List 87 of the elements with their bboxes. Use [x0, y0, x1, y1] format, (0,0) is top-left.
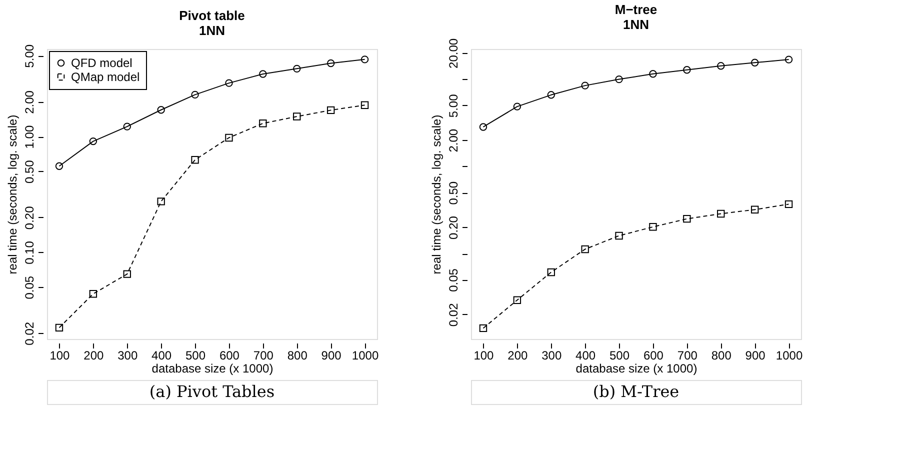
point: [225, 79, 233, 87]
chart-title: Pivot table: [179, 8, 245, 23]
point: [55, 324, 64, 332]
text: (a) Pivot Tables: [149, 382, 275, 401]
point: [225, 134, 233, 142]
point: [89, 137, 98, 146]
point: [360, 56, 369, 64]
legend-label: QMap model: [71, 70, 140, 84]
point: [259, 70, 267, 78]
point: [479, 123, 488, 131]
y-tick-label: 0.20: [22, 206, 36, 230]
y-tick-label: 2.00: [22, 90, 36, 114]
chart-subtitle: 1NN: [622, 16, 650, 32]
y-tick-label: 5.00: [446, 94, 460, 118]
x-tick-label: 400: [152, 348, 172, 362]
y-tick-label: 0.05: [446, 268, 460, 292]
x-tick-label: 700: [253, 348, 274, 362]
x-tick-label: 300: [118, 348, 138, 362]
x-tick-label: 300: [542, 348, 562, 362]
y-tick-label: 0.50: [22, 160, 36, 184]
y-tick-label: 0.02: [22, 322, 36, 346]
point: [157, 106, 165, 114]
x-tick-label: 900: [321, 348, 342, 362]
chart-title: M−tree: [614, 2, 658, 17]
point: [293, 112, 301, 120]
point: [750, 58, 759, 66]
x-tick-label: 600: [219, 348, 240, 362]
x-tick-label: 100: [474, 348, 494, 362]
point: [581, 82, 589, 90]
y-tick-label: 0.50: [446, 181, 460, 205]
point: [750, 206, 759, 214]
x-tick-label: 100: [50, 348, 70, 362]
x-tick-label: 500: [610, 348, 630, 362]
point: [360, 101, 369, 109]
chart-subtitle: 1NN: [198, 22, 226, 38]
y-tick-label: 20.00: [446, 38, 460, 68]
point: [326, 106, 335, 114]
point: [717, 210, 725, 218]
point: [513, 296, 522, 304]
text: (b) M-Tree: [592, 382, 680, 401]
point: [683, 214, 691, 223]
point: [581, 245, 589, 254]
point: [784, 200, 793, 208]
point: [615, 232, 623, 240]
point: [615, 75, 623, 84]
x-tick-label: 600: [643, 348, 664, 362]
point: [326, 59, 335, 68]
point: [547, 91, 555, 99]
point: [683, 66, 691, 74]
y-axis-title: real time (seconds, log. scale): [6, 114, 20, 274]
point: [784, 56, 793, 64]
point: [479, 324, 488, 332]
y-tick-label: 5.00: [22, 44, 36, 68]
point: [89, 290, 98, 298]
y-tick-label: 0.20: [446, 216, 460, 240]
x-axis-title: database size (x 1000): [576, 362, 698, 376]
y-tick-label: 0.05: [22, 276, 36, 300]
x-axis-title: database size (x 1000): [152, 362, 274, 376]
point: [513, 102, 522, 110]
x-tick-label: 1000: [776, 348, 803, 362]
x-tick-label: 800: [711, 348, 732, 362]
x-tick-label: 900: [745, 348, 766, 362]
point: [123, 122, 131, 130]
point: [55, 162, 64, 170]
point: [191, 156, 199, 164]
point: [191, 90, 199, 99]
point: [649, 223, 657, 231]
point: [123, 270, 131, 278]
y-tick-label: 1.00: [22, 125, 36, 149]
point: [547, 268, 555, 276]
y-axis-title: real time (seconds, log. scale): [430, 114, 444, 274]
point: [259, 120, 267, 128]
y-tick-label: 0.02: [446, 302, 460, 327]
point: [649, 70, 657, 78]
x-tick-label: 700: [677, 348, 698, 362]
x-tick-label: 1000: [352, 348, 379, 362]
x-tick-label: 200: [84, 348, 104, 362]
x-tick-label: 200: [508, 348, 528, 362]
legend-label: QFD model: [71, 56, 132, 70]
x-tick-label: 800: [287, 348, 308, 362]
point: [157, 198, 165, 206]
point: [717, 62, 725, 70]
y-tick-label: 0.10: [22, 240, 36, 264]
point: [293, 64, 301, 73]
y-tick-label: 2.00: [446, 128, 460, 152]
x-tick-label: 400: [576, 348, 596, 362]
x-tick-label: 500: [186, 348, 206, 362]
